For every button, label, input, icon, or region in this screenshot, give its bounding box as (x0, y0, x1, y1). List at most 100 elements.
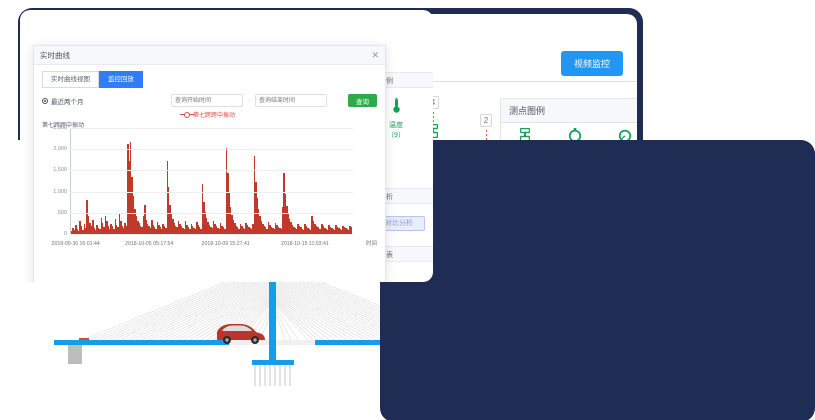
chart-plot-area: 0 500 1,000 1,500 2,000 2,500 (53, 125, 353, 237)
side-sensor-item[interactable]: 温度 （9） (365, 98, 427, 140)
chart-bar (310, 229, 312, 234)
chart-bar (322, 226, 325, 234)
chart-bar (165, 228, 167, 234)
chart-bar (339, 228, 341, 234)
grid-line: 1,000 (53, 189, 353, 195)
chart-bar (301, 228, 304, 234)
start-time-input[interactable] (171, 94, 243, 107)
query-button[interactable]: 查询 (348, 94, 377, 107)
vibration-chart: 第七跨跨中振动 0 500 1,000 1,500 2,000 2,500 2018-09… (40, 121, 379, 251)
chart-bar (274, 223, 277, 234)
range-separator: - (248, 97, 250, 104)
chart-bar (349, 226, 351, 234)
chart-bar (300, 227, 302, 234)
chart-bar (265, 227, 267, 234)
chart-bar (214, 224, 216, 234)
chart-bar (83, 223, 86, 234)
chart-bar (139, 225, 142, 234)
sensor-connector (432, 112, 434, 123)
chart-bar (138, 223, 140, 234)
chart-bar (217, 228, 219, 234)
video-surveillance-button[interactable]: 视频监控 (560, 51, 623, 76)
chart-bar (82, 230, 84, 234)
chart-bar (335, 225, 337, 234)
y-axis-tick: 2,500 (53, 125, 67, 131)
sensor-column[interactable]: 2 (472, 110, 500, 142)
chart-bar (236, 227, 239, 234)
chart-bar (312, 220, 315, 234)
chart-bar (180, 226, 183, 234)
chart-bar (111, 226, 114, 234)
x-axis-tick: 2018-09-30 16:01:44 (51, 241, 100, 247)
chart-bar (86, 199, 88, 234)
chart-bar (294, 228, 296, 234)
tab-monitoring-playback[interactable]: 监控回放 (99, 71, 143, 88)
chart-bar (211, 228, 214, 234)
legend-panel-title: 测点图例 (501, 99, 637, 123)
chart-bar (248, 226, 250, 234)
chart-bar (198, 227, 201, 234)
bridge-pylon (269, 260, 276, 360)
tab-realtime-curve-view[interactable]: 实时曲线视图 (42, 71, 99, 88)
chart-bar (187, 226, 190, 234)
chart-bar (183, 229, 185, 234)
chart-bar (213, 221, 215, 234)
chart-x-labels: 2018-09-30 16:01:44 2018-10-05 05:17:54 20… (52, 237, 353, 251)
realtime-curve-dialog: 实时曲线 ✕ 实时曲线视图 监控回放 最近两个月 - 查询 第七 (33, 45, 386, 282)
chart-bar (170, 213, 173, 234)
chart-bar (267, 221, 270, 234)
chart-bar (99, 228, 101, 234)
chart-bar (220, 223, 222, 234)
y-axis-tick: 1,500 (53, 167, 67, 174)
grid-line: 2,500 (53, 125, 353, 131)
chart-bar (273, 229, 275, 234)
close-icon[interactable]: ✕ (371, 49, 379, 60)
chart-bar (148, 226, 150, 234)
chart-bar (234, 223, 236, 234)
chart-bar (79, 221, 81, 234)
chart-bar (141, 227, 143, 234)
chart-bar (172, 219, 174, 234)
chart-bar (232, 219, 235, 234)
chart-bar (231, 214, 233, 234)
side-sensor-count: （9） (387, 132, 405, 139)
chart-bar (144, 205, 146, 234)
chart-bar (218, 229, 221, 234)
chart-bar (342, 225, 344, 234)
chart-bar (203, 202, 205, 234)
end-time-input[interactable] (255, 94, 327, 107)
chart-bar (336, 226, 339, 234)
sensor-badge: 2 (479, 114, 493, 127)
chart-bar (204, 212, 206, 234)
chart-title: 第七跨跨中振动 (42, 123, 85, 129)
chart-bar (124, 223, 126, 234)
pier-piles (254, 365, 291, 386)
recent-two-months-radio[interactable]: 最近两个月 (42, 96, 84, 106)
chart-bar (251, 229, 253, 234)
chart-bar (137, 220, 139, 234)
chart-bar (117, 227, 119, 234)
chart-bar (215, 226, 218, 234)
chart-bar (307, 227, 309, 234)
x-axis-tick: 2018-10-09 15:27:41 (201, 241, 250, 247)
chart-bar (293, 226, 295, 234)
chart-bar (75, 224, 77, 234)
chart-bar (328, 224, 330, 234)
chart-bar (96, 225, 98, 234)
dialog-filter-row: 最近两个月 - 查询 (34, 88, 385, 107)
chart-bar (266, 228, 268, 234)
chart-bar (142, 216, 145, 234)
chart-legend[interactable]: 第七跨跨中振动 (34, 110, 385, 119)
chart-bar (253, 156, 256, 234)
chart-bar (332, 228, 334, 234)
chart-bar (127, 143, 129, 234)
chart-bar (324, 227, 326, 234)
chart-bar (315, 225, 318, 234)
chart-bar (135, 216, 138, 234)
chart-bar (168, 186, 170, 234)
chart-bar (290, 222, 292, 234)
chart-bar (163, 226, 166, 234)
chart-bar (276, 225, 278, 234)
chart-bar (255, 181, 257, 234)
chart-bar (134, 208, 136, 234)
